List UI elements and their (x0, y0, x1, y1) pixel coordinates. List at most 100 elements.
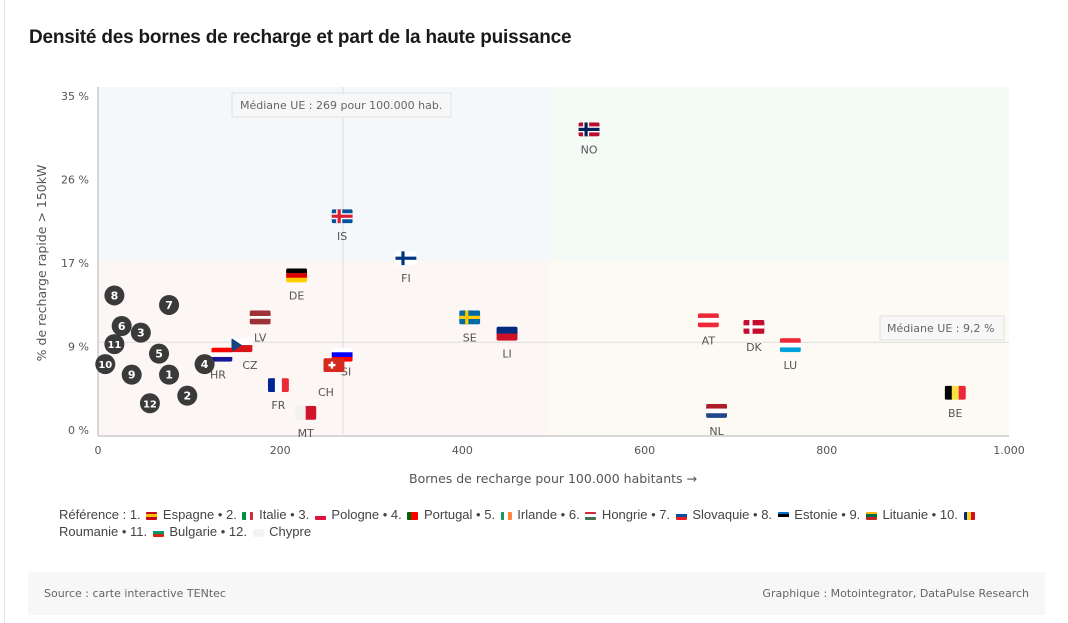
country-label: NL (709, 425, 724, 438)
scatter-chart: Médiane UE : 269 pour 100.000 hab. Médian… (34, 87, 1025, 486)
numbered-point-6: 6 (111, 315, 132, 336)
x-axis-label: Bornes de recharge pour 100.000 habitant… (409, 471, 697, 486)
numbered-point-9: 9 (121, 364, 142, 385)
point-number: 1 (165, 369, 173, 382)
x-tick-label: 600 (634, 444, 655, 457)
country-label: CZ (242, 359, 258, 372)
fi-flag-icon (395, 251, 417, 266)
quadrant-bottom-left (98, 261, 550, 436)
point-marker (95, 354, 116, 375)
flag-icon (146, 511, 158, 520)
point-marker (130, 322, 151, 343)
y-tick-label: 17 % (61, 257, 89, 270)
flag-icon (963, 511, 975, 520)
median-x-label-box (231, 92, 452, 118)
x-tick-label: 200 (270, 444, 291, 457)
reference-item: 6. Hongrie • (568, 507, 660, 522)
y-axis-label: % de recharge rapide > 150kW (34, 165, 49, 362)
data-point-no: NO (578, 122, 600, 156)
country-label: BE (948, 407, 963, 420)
numbered-point-2: 2 (177, 385, 198, 406)
numbered-point-12: 12 (139, 393, 160, 414)
quadrant-bottom-right (550, 261, 1009, 436)
data-point-be: BE (944, 385, 966, 420)
point-marker (139, 393, 160, 414)
reference-item: 10. Roumanie • (59, 507, 977, 539)
credit-text: Graphique : Motointegrator, DataPulse Re… (762, 587, 1029, 600)
reference-item: 1. Espagne • (129, 507, 227, 522)
country-label: LI (502, 348, 511, 361)
point-marker (177, 385, 198, 406)
point-number: 8 (111, 289, 119, 302)
median-y-label-box (879, 315, 1005, 341)
flag-icon (242, 511, 254, 520)
be-flag-icon (944, 385, 966, 400)
country-label: HR (210, 369, 226, 382)
country-label: DK (746, 341, 762, 354)
point-number: 7 (165, 299, 173, 312)
point-marker (149, 343, 170, 364)
x-tick-label: 400 (452, 444, 473, 457)
point-marker (194, 354, 215, 375)
no-flag-icon (578, 122, 600, 137)
data-point-hr: HR (210, 347, 233, 382)
flag-icon (500, 511, 512, 520)
point-marker (111, 315, 132, 336)
point-number: 4 (201, 358, 209, 371)
point-number: 2 (183, 390, 191, 403)
chart-title: Densité des bornes de recharge et part d… (29, 27, 572, 48)
data-point-de: DE (286, 268, 308, 302)
numbered-point-4: 4 (194, 354, 215, 375)
hr-flag-icon (211, 347, 233, 362)
point-number: 9 (128, 369, 136, 382)
point-number: 5 (155, 348, 163, 361)
de-flag-icon (286, 268, 308, 283)
median-x-label: Médiane UE : 269 pour 100.000 hab. (240, 99, 442, 112)
cz-flag-icon (231, 338, 253, 353)
point-marker (159, 294, 180, 315)
country-label: DE (289, 289, 304, 302)
nl-flag-icon (706, 403, 728, 418)
x-tick-label: 1.000 (993, 444, 1025, 457)
dk-flag-icon (743, 319, 765, 334)
country-label: MT (298, 427, 314, 440)
source-text: Source : carte interactive TENtec (44, 587, 226, 600)
data-point-is: IS (331, 209, 353, 243)
data-point-at: AT (697, 313, 719, 347)
at-flag-icon (697, 313, 719, 328)
reference-item: 4. Portugal • (390, 507, 485, 522)
reference-item: 3. Pologne • (298, 507, 391, 522)
country-label: LU (784, 359, 798, 372)
flag-icon (407, 511, 419, 520)
country-label: NO (581, 143, 598, 156)
numbered-point-5: 5 (149, 343, 170, 364)
x-tick-label: 0 (95, 444, 102, 457)
numbered-point-3: 3 (130, 322, 151, 343)
se-flag-icon (459, 310, 481, 325)
country-label: FI (401, 272, 411, 285)
flag-icon (152, 528, 164, 537)
point-number: 12 (143, 399, 157, 410)
data-point-lv: LV (249, 310, 271, 344)
reference-item: 8. Estonie • (761, 507, 850, 522)
point-number: 3 (137, 327, 145, 340)
mt-flag-icon (295, 405, 317, 420)
data-point-fr: FR (267, 378, 289, 412)
median-y-label: Médiane UE : 9,2 % (887, 322, 994, 335)
flag-icon (314, 511, 326, 520)
numbered-point-11: 11 (104, 334, 125, 355)
data-point-se: SE (459, 310, 481, 344)
point-marker (159, 364, 180, 385)
data-point-dk: DK (743, 319, 765, 354)
country-label: AT (702, 334, 716, 347)
y-tick-label: 26 % (61, 174, 89, 187)
country-label: FR (271, 399, 285, 412)
point-marker (104, 334, 125, 355)
data-point-li: LI (496, 326, 518, 361)
reference-item: 9. Lituanie • (849, 507, 940, 522)
ch-flag-icon (323, 358, 345, 373)
y-tick-label: 0 % (68, 424, 89, 437)
footer: Source : carte interactive TENtec Graphi… (28, 572, 1045, 615)
quadrant-top-right (550, 87, 1009, 261)
lv-flag-icon (249, 310, 271, 325)
